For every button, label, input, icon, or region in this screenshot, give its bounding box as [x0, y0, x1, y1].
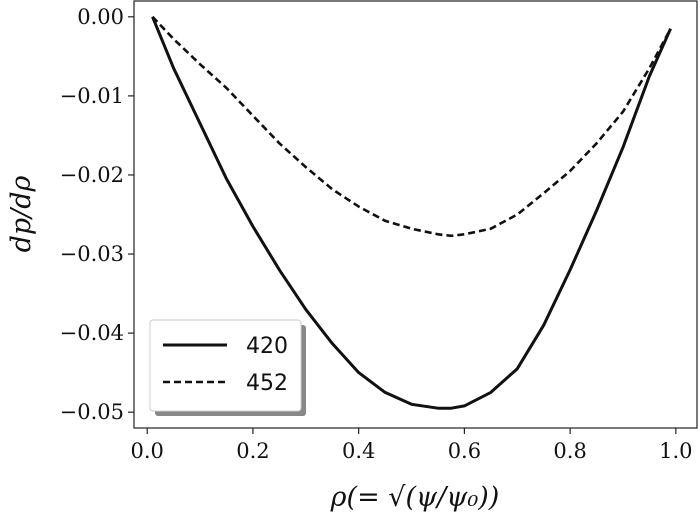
y-axis-label: dp/dρ: [6, 175, 37, 252]
y-tick-label: −0.03: [60, 242, 124, 266]
y-tick-label: −0.05: [60, 400, 124, 424]
x-tick-label: 0.8: [553, 439, 586, 463]
x-tick-label: 0.6: [448, 439, 481, 463]
series-line-452: [151, 15, 672, 238]
legend: 420 452: [149, 319, 306, 416]
x-ticks: 0.0 0.2 0.4 0.6 0.8 1.0: [131, 428, 693, 463]
y-tick-label: −0.02: [60, 163, 124, 187]
y-tick-label: −0.01: [60, 84, 124, 108]
x-tick-label: 0.4: [342, 439, 375, 463]
plot-frame: [133, 0, 698, 429]
legend-label-452: 452: [246, 371, 288, 396]
y-tick-label: −0.04: [60, 321, 124, 345]
y-ticks: 0.00 −0.01 −0.02 −0.03 −0.04 −0.05: [60, 5, 134, 424]
x-axis-label: ρ(= √(ψ/ψ₀)): [330, 482, 500, 513]
x-tick-label: 0.0: [131, 439, 164, 463]
x-tick-label: 1.0: [659, 439, 692, 463]
x-tick-label: 0.2: [236, 439, 269, 463]
series-line-420: [151, 16, 672, 410]
series-layer: [151, 15, 672, 410]
y-tick-label: 0.00: [77, 5, 124, 29]
legend-box: [149, 319, 302, 412]
legend-label-420: 420: [246, 334, 288, 359]
